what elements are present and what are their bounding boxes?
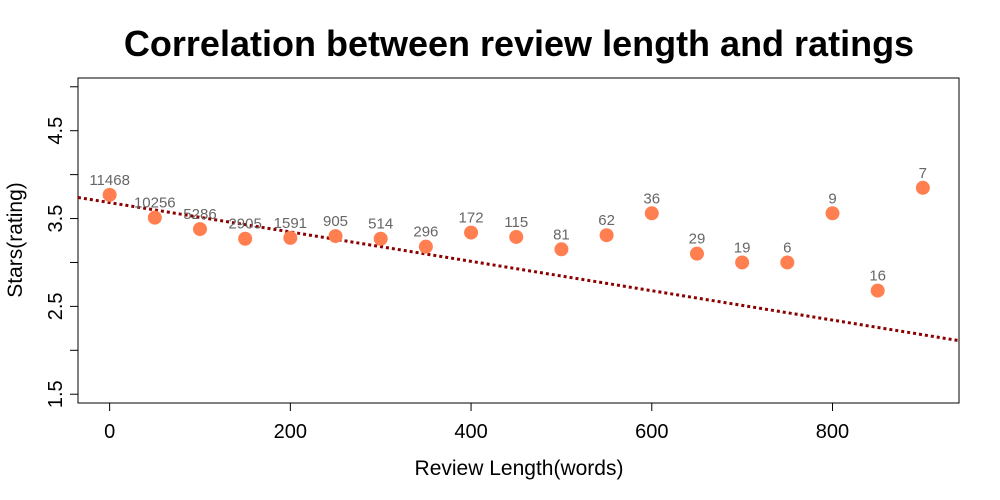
x-tick-label: 400 <box>454 421 487 443</box>
data-label: 16 <box>869 268 886 285</box>
data-label: 62 <box>598 212 615 229</box>
data-point <box>644 206 659 221</box>
x-tick-label: 800 <box>816 421 849 443</box>
data-point <box>735 255 750 270</box>
data-point <box>147 210 162 225</box>
y-axis: 1.5 2.5 3.5 4.5 <box>45 86 78 408</box>
x-axis: 0 200 400 600 800 <box>104 403 849 443</box>
y-tick-label: 4.5 <box>45 117 67 145</box>
plot-frame <box>77 77 960 404</box>
data-point <box>192 222 207 237</box>
data-label: 9 <box>828 190 836 207</box>
data-label: 1591 <box>274 215 307 232</box>
chart-title: Correlation between review length and ra… <box>124 23 914 64</box>
data-label: 6 <box>783 239 791 256</box>
data-point <box>780 255 795 270</box>
y-tick-label: 1.5 <box>45 380 67 408</box>
data-label: 7 <box>919 165 927 182</box>
data-point <box>464 225 479 240</box>
data-label: 5286 <box>183 206 216 223</box>
data-label: 905 <box>323 213 348 230</box>
data-point <box>238 231 253 246</box>
data-points <box>102 180 930 298</box>
data-label: 29 <box>689 231 706 248</box>
x-tick-label: 0 <box>104 421 115 443</box>
y-tick-label: 2.5 <box>45 292 67 320</box>
trend-line <box>77 195 960 343</box>
data-label: 19 <box>734 239 751 256</box>
data-label: 10256 <box>134 195 176 212</box>
data-point <box>283 230 298 245</box>
data-label: 11468 <box>89 172 130 189</box>
data-label: 81 <box>553 226 570 243</box>
data-label: 296 <box>413 224 438 241</box>
data-label: 36 <box>643 190 660 207</box>
data-label: 2905 <box>228 216 261 233</box>
data-point <box>599 228 614 243</box>
data-point <box>554 242 569 257</box>
x-tick-label: 600 <box>635 421 668 443</box>
data-label: 514 <box>368 216 393 233</box>
y-axis-label: Stars(rating) <box>4 182 27 298</box>
x-axis-label: Review Length(words) <box>415 457 624 480</box>
y-tick-label: 3.5 <box>45 205 67 233</box>
x-tick-label: 200 <box>274 421 307 443</box>
data-point <box>509 229 524 244</box>
data-point <box>328 229 343 244</box>
data-point <box>825 206 840 221</box>
data-point <box>102 187 117 202</box>
data-label: 115 <box>504 214 528 231</box>
data-point <box>689 246 704 261</box>
data-label: 172 <box>459 210 484 227</box>
data-point <box>915 180 930 195</box>
data-point <box>870 283 885 298</box>
data-point <box>418 239 433 254</box>
data-point <box>373 231 388 246</box>
